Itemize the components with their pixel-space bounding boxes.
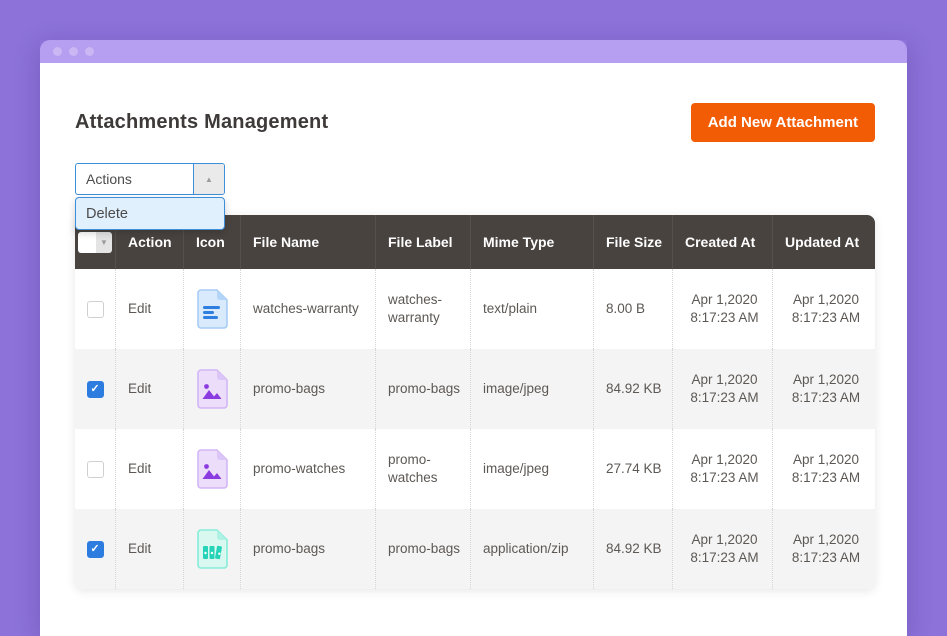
file-name-cell: promo-bags: [240, 349, 375, 429]
check-icon: ✓: [90, 382, 100, 395]
window-dot-icon[interactable]: [69, 47, 78, 56]
edit-link[interactable]: Edit: [115, 269, 183, 349]
page-title: Attachments Management: [75, 111, 329, 133]
zip-file-icon: [197, 529, 228, 569]
window-dot-icon[interactable]: [85, 47, 94, 56]
updated-at-cell: Apr 1,2020 8:17:23 AM: [772, 349, 875, 429]
created-time: 8:17:23 AM: [690, 550, 759, 565]
updated-date: Apr 1,2020: [792, 531, 860, 547]
image-file-icon: [197, 449, 228, 489]
column-header-file-label[interactable]: File Label: [375, 215, 470, 269]
row-checkbox[interactable]: ✓: [86, 300, 104, 318]
file-label-cell: promo-bags: [375, 349, 470, 429]
created-at-cell: Apr 1,2020 8:17:23 AM: [672, 429, 772, 509]
check-icon: ✓: [90, 542, 100, 555]
text-file-icon: [197, 289, 228, 329]
checkbox-cell: ✓: [75, 429, 115, 509]
updated-date: Apr 1,2020: [792, 371, 860, 387]
mime-type-cell: text/plain: [470, 269, 593, 349]
file-label-cell: promo-watches: [375, 429, 470, 509]
add-new-attachment-button[interactable]: Add New Attachment: [690, 103, 875, 142]
created-time: 8:17:23 AM: [690, 390, 759, 405]
file-size-cell: 84.92 KB: [593, 509, 672, 589]
file-size-cell: 8.00 B: [593, 269, 672, 349]
column-header-action[interactable]: Action: [115, 215, 183, 269]
updated-time: 8:17:23 AM: [791, 390, 861, 405]
updated-at-cell: Apr 1,2020 8:17:23 AM: [772, 269, 875, 349]
checkbox-cell: ✓: [75, 349, 115, 429]
created-date: Apr 1,2020: [691, 531, 758, 547]
window-titlebar: [40, 40, 907, 63]
file-label-cell: promo-bags: [375, 509, 470, 589]
updated-at-cell: Apr 1,2020 8:17:23 AM: [772, 509, 875, 589]
chevron-down-icon[interactable]: ▼: [96, 231, 112, 253]
created-time: 8:17:23 AM: [690, 470, 759, 485]
created-date: Apr 1,2020: [691, 291, 758, 307]
file-name-cell: promo-watches: [240, 429, 375, 509]
row-checkbox[interactable]: ✓: [86, 380, 104, 398]
table-header-row: ▼ Action Icon File Name File Label Mime …: [75, 215, 875, 269]
caret-up-icon: ▲: [205, 174, 213, 184]
actions-select-value: Actions: [86, 171, 132, 187]
edit-link[interactable]: Edit: [115, 349, 183, 429]
edit-link[interactable]: Edit: [115, 509, 183, 589]
table-row: ✓ Edit promo-bags promo-bags image/jpeg …: [75, 349, 875, 429]
created-at-cell: Apr 1,2020 8:17:23 AM: [672, 349, 772, 429]
created-time: 8:17:23 AM: [690, 310, 759, 325]
column-header-file-name[interactable]: File Name: [240, 215, 375, 269]
updated-at-cell: Apr 1,2020 8:17:23 AM: [772, 429, 875, 509]
actions-select[interactable]: Actions ▲: [75, 163, 225, 195]
actions-caret-button[interactable]: ▲: [193, 164, 224, 194]
window-dot-icon[interactable]: [53, 47, 62, 56]
updated-time: 8:17:23 AM: [791, 470, 861, 485]
updated-time: 8:17:23 AM: [791, 550, 861, 565]
column-header-mime-type[interactable]: Mime Type: [470, 215, 593, 269]
table-row: ✓ Edit promo-bags promo-bags application…: [75, 509, 875, 589]
select-all-control[interactable]: ▼: [78, 231, 112, 253]
updated-date: Apr 1,2020: [792, 291, 860, 307]
mime-type-cell: image/jpeg: [470, 349, 593, 429]
column-header-updated-at[interactable]: Updated At: [772, 215, 875, 269]
icon-cell: [183, 349, 240, 429]
file-size-cell: 27.74 KB: [593, 429, 672, 509]
column-header-created-at[interactable]: Created At: [672, 215, 772, 269]
updated-date: Apr 1,2020: [792, 451, 860, 467]
actions-menu: Delete: [75, 197, 225, 230]
file-label-cell: watches-warranty: [375, 269, 470, 349]
checkbox-cell: ✓: [75, 269, 115, 349]
icon-cell: [183, 509, 240, 589]
page-content: Attachments Management Add New Attachmen…: [40, 63, 907, 636]
file-name-cell: promo-bags: [240, 509, 375, 589]
column-header-icon[interactable]: Icon: [183, 215, 240, 269]
edit-link[interactable]: Edit: [115, 429, 183, 509]
mime-type-cell: application/zip: [470, 509, 593, 589]
created-at-cell: Apr 1,2020 8:17:23 AM: [672, 269, 772, 349]
table-row: ✓ Edit watches-warranty watches-warranty…: [75, 269, 875, 349]
file-name-cell: watches-warranty: [240, 269, 375, 349]
app-window: Attachments Management Add New Attachmen…: [40, 40, 907, 636]
created-at-cell: Apr 1,2020 8:17:23 AM: [672, 509, 772, 589]
file-size-cell: 84.92 KB: [593, 349, 672, 429]
icon-cell: [183, 429, 240, 509]
menu-item-delete[interactable]: Delete: [86, 205, 128, 222]
attachments-table: ▼ Action Icon File Name File Label Mime …: [75, 215, 875, 589]
table-row: ✓ Edit promo-watches promo-watches image…: [75, 429, 875, 509]
select-all-checkbox[interactable]: [78, 231, 96, 253]
created-date: Apr 1,2020: [691, 371, 758, 387]
row-checkbox[interactable]: ✓: [86, 460, 104, 478]
row-checkbox[interactable]: ✓: [86, 540, 104, 558]
image-file-icon: [197, 369, 228, 409]
mime-type-cell: image/jpeg: [470, 429, 593, 509]
select-all-header-cell: ▼: [75, 215, 115, 269]
column-header-file-size[interactable]: File Size: [593, 215, 672, 269]
created-date: Apr 1,2020: [691, 451, 758, 467]
actions-dropdown: Actions ▲ Delete: [75, 163, 225, 230]
checkbox-cell: ✓: [75, 509, 115, 589]
icon-cell: [183, 269, 240, 349]
page-header: Attachments Management Add New Attachmen…: [75, 103, 875, 142]
updated-time: 8:17:23 AM: [791, 310, 861, 325]
